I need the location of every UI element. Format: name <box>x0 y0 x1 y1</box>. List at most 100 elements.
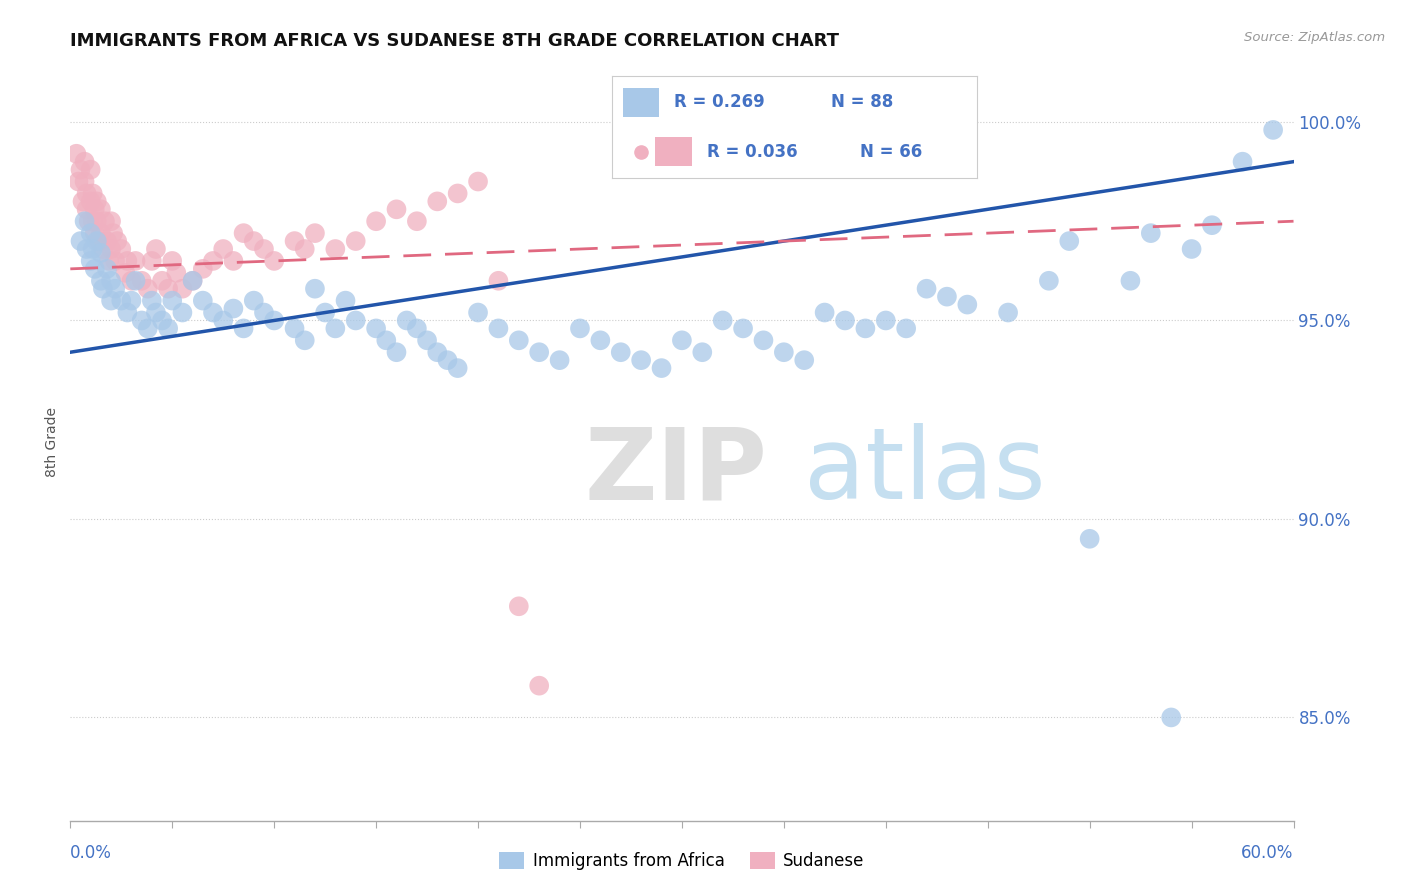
Y-axis label: 8th Grade: 8th Grade <box>45 407 59 476</box>
Point <box>323 321 347 335</box>
Point <box>212 313 235 327</box>
Point <box>936 290 959 304</box>
Text: R = 0.036: R = 0.036 <box>707 143 797 161</box>
Point <box>76 186 98 201</box>
Point <box>76 202 98 217</box>
Point <box>1057 234 1080 248</box>
Point <box>813 305 835 319</box>
Point <box>82 186 104 201</box>
Point <box>253 305 276 319</box>
Point <box>323 242 347 256</box>
Point <box>253 242 276 256</box>
Point <box>73 175 96 189</box>
Point <box>263 254 285 268</box>
Point <box>83 226 105 240</box>
Point <box>121 293 143 308</box>
Point <box>711 313 734 327</box>
Point <box>1139 226 1161 240</box>
Point <box>1160 710 1182 724</box>
Text: R = 0.269: R = 0.269 <box>673 94 765 112</box>
Point <box>69 162 91 177</box>
Point <box>915 282 938 296</box>
Point <box>436 353 458 368</box>
Point <box>90 226 112 240</box>
Point <box>136 321 159 335</box>
Point <box>395 313 418 327</box>
Point <box>141 254 163 268</box>
Point <box>150 274 173 288</box>
Point <box>76 242 98 256</box>
Point <box>956 297 979 311</box>
Point <box>79 194 103 209</box>
Point <box>1261 123 1284 137</box>
Point <box>162 293 183 308</box>
Point <box>406 214 429 228</box>
Point <box>529 345 551 359</box>
Point <box>65 146 87 161</box>
Point <box>733 321 755 335</box>
Point <box>82 214 104 228</box>
Point <box>671 334 693 348</box>
Point <box>630 353 652 368</box>
Point <box>191 293 214 308</box>
Point <box>181 274 204 288</box>
Point <box>72 194 94 209</box>
Point <box>366 321 388 335</box>
Point <box>90 202 112 217</box>
Point <box>284 321 307 335</box>
Point <box>314 305 336 319</box>
Point <box>162 254 183 268</box>
Point <box>568 321 592 335</box>
Point <box>90 274 112 288</box>
Legend: Immigrants from Africa, Sudanese: Immigrants from Africa, Sudanese <box>492 846 872 877</box>
Text: ZIP: ZIP <box>583 424 766 520</box>
Point <box>73 154 96 169</box>
Point <box>67 175 90 189</box>
Point <box>79 226 103 240</box>
Point <box>508 599 530 614</box>
Point <box>222 254 245 268</box>
Point <box>83 202 105 217</box>
Point <box>426 194 449 209</box>
Point <box>1201 218 1223 232</box>
Point <box>117 305 139 319</box>
Text: 0.0%: 0.0% <box>70 845 112 863</box>
Point <box>232 321 254 335</box>
Point <box>529 679 551 693</box>
Point <box>86 234 108 248</box>
Point <box>101 226 124 240</box>
Point <box>212 242 235 256</box>
Point <box>124 254 146 268</box>
Point <box>855 321 877 335</box>
Point <box>366 214 388 228</box>
Point <box>114 266 136 280</box>
Point <box>110 293 132 308</box>
Point <box>447 361 470 376</box>
Point <box>243 234 266 248</box>
Point <box>145 305 167 319</box>
Text: atlas: atlas <box>804 424 1046 520</box>
Point <box>202 305 225 319</box>
Point <box>104 254 127 268</box>
Point <box>104 282 127 296</box>
Point <box>488 321 510 335</box>
Point <box>136 282 159 296</box>
Point <box>344 234 367 248</box>
Point <box>406 321 429 335</box>
Point <box>79 254 103 268</box>
Point <box>752 334 775 348</box>
Point <box>100 293 122 308</box>
Point <box>875 313 897 327</box>
Point <box>690 345 713 359</box>
Point <box>834 313 856 327</box>
Point <box>793 353 815 368</box>
Point <box>172 282 194 296</box>
Point <box>304 226 326 240</box>
Point <box>77 214 100 228</box>
Point <box>79 162 103 177</box>
Bar <box>623 88 659 117</box>
Point <box>630 145 652 159</box>
Point <box>304 282 326 296</box>
Point <box>87 234 110 248</box>
Point <box>232 226 254 240</box>
